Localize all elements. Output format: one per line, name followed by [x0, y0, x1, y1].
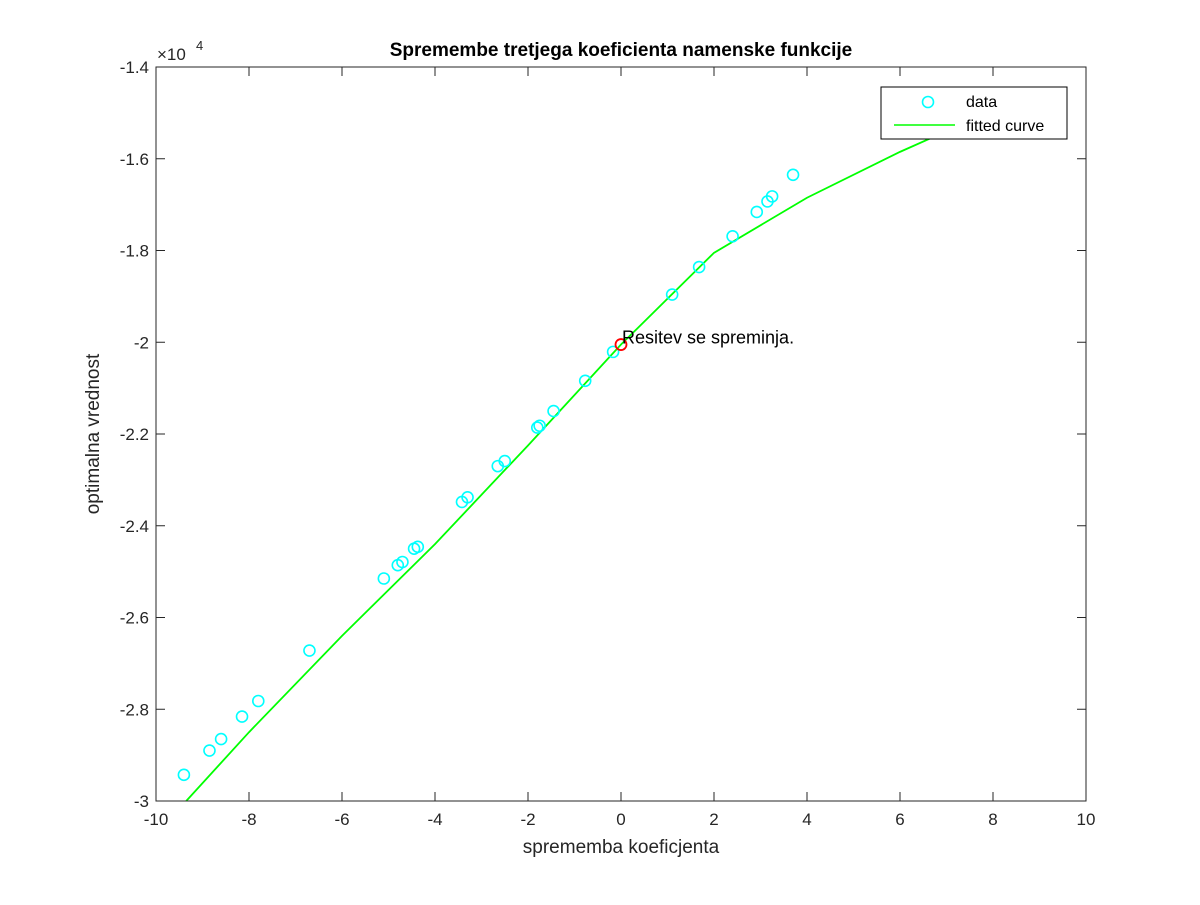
plot-border [155, 66, 1087, 802]
data-point [396, 555, 409, 569]
plot-area [156, 67, 1086, 801]
x-tick-label: 0 [616, 810, 625, 829]
x-tick-label: -2 [520, 810, 535, 829]
data-point [251, 694, 265, 708]
series-layer [177, 130, 947, 801]
x-tick-label: -6 [334, 810, 349, 829]
y-tick-label: -2.2 [120, 425, 149, 444]
x-tick-label: 6 [895, 810, 904, 829]
data-point [377, 572, 391, 585]
x-tick-label: -10 [144, 810, 169, 829]
x-tick-label: 4 [802, 810, 811, 829]
y-tick-label: -3 [134, 792, 149, 811]
data-point [498, 454, 512, 468]
y-tick-label: -1.6 [120, 150, 149, 169]
y-tick-label: -1.8 [120, 242, 149, 261]
y-exponent-power: 4 [196, 38, 203, 53]
x-tick-label: 10 [1077, 810, 1096, 829]
data-point [530, 421, 544, 434]
fitted-curve-line [185, 130, 947, 801]
annotation-text: Resitev se spreminja. [622, 328, 794, 348]
data-point [578, 374, 592, 388]
legend-label-fitted-curve: fitted curve [966, 118, 1044, 135]
y-tick-label: -2 [134, 333, 149, 352]
x-tick-label: -4 [427, 810, 442, 829]
data-point [411, 540, 425, 554]
data-point [750, 205, 764, 219]
ticks-layer: -10 -8 -6 -4 -2 0 2 4 6 8 10 -3 -2.8 -2.6 -2.4 -2.2 -2 -1… [120, 58, 1096, 829]
data-point [235, 710, 249, 723]
data-point [303, 644, 316, 657]
y-axis-label: optimalna vrednost [83, 353, 104, 514]
y-exponent-base: ×10 [157, 45, 186, 64]
data-point [692, 260, 706, 274]
x-tick-label: -8 [241, 810, 256, 829]
data-point [547, 404, 560, 418]
data-point [726, 229, 739, 243]
data-point [665, 288, 679, 301]
y-tick-label: -1.4 [120, 58, 149, 77]
x-tick-label: 2 [709, 810, 718, 829]
legend-label-data: data [966, 94, 997, 111]
y-exponent: ×10 4 [157, 38, 203, 64]
data-point [461, 491, 474, 504]
y-tick-label: -2.4 [120, 517, 149, 536]
data-point [786, 168, 800, 182]
legend: data fitted curve [880, 86, 1068, 140]
y-tick-label: -2.6 [120, 609, 149, 628]
data-point [533, 419, 546, 433]
x-axis-label: sprememba koeficjenta [523, 837, 720, 858]
data-point [203, 744, 216, 757]
data-point [606, 345, 620, 359]
chart-title: Spremembe tretjega koeficienta namenske … [390, 40, 853, 61]
highlighted-point [614, 338, 628, 351]
x-tick-label: 8 [988, 810, 997, 829]
legend-data-marker [921, 95, 935, 109]
data-point [177, 768, 191, 782]
data-point [214, 732, 228, 746]
data-point [765, 190, 779, 203]
y-tick-label: -2.8 [120, 700, 149, 719]
legend-box [880, 86, 1068, 140]
